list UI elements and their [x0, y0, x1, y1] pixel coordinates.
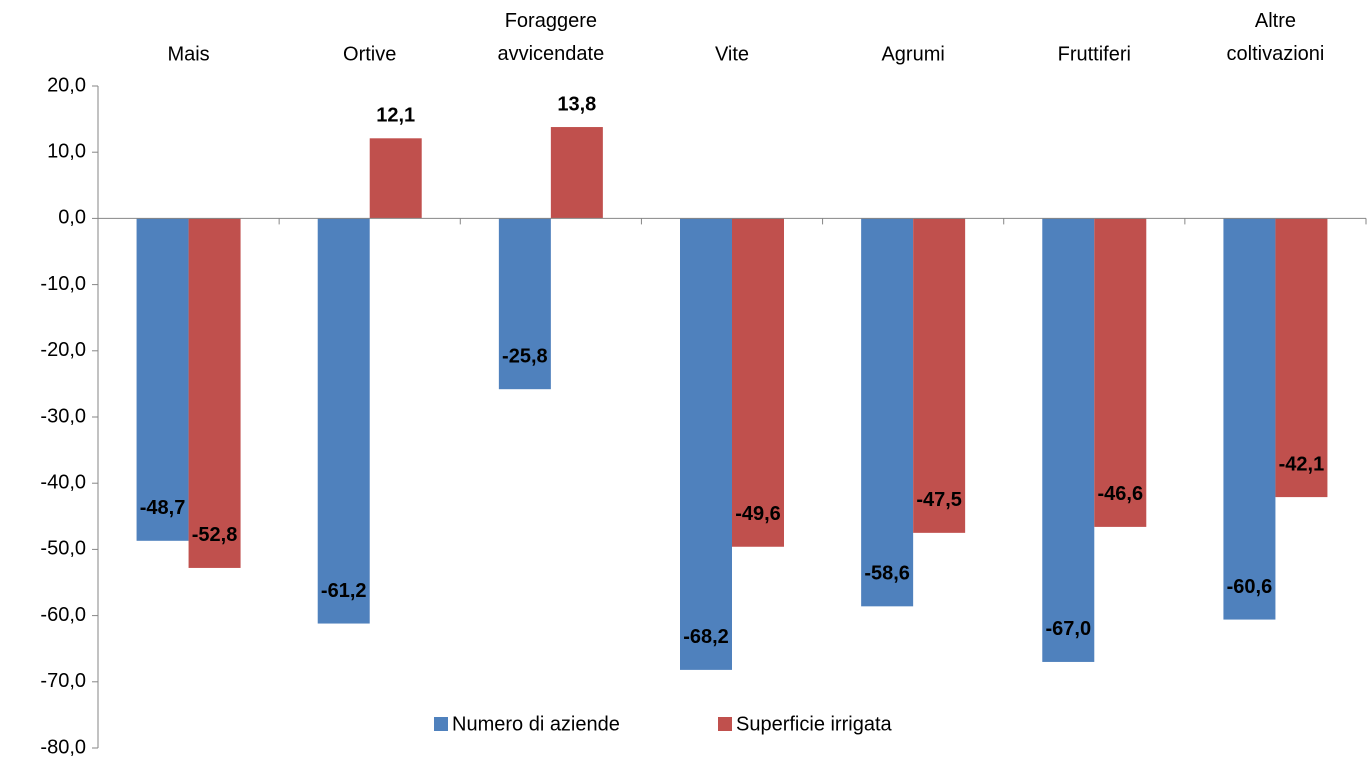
- y-tick-label: 0,0: [58, 207, 86, 229]
- x-tick-label: Altre coltivazioni: [1227, 10, 1325, 65]
- bar: [498, 218, 551, 390]
- data-label: -68,2: [683, 626, 729, 648]
- y-tick-label: -40,0: [40, 471, 86, 493]
- data-label: -49,6: [735, 503, 781, 525]
- y-tick-label: -20,0: [40, 339, 86, 361]
- bar: [680, 218, 732, 670]
- data-label: -58,6: [864, 563, 910, 585]
- bar: [369, 138, 422, 219]
- x-tick-label: Fruttiferi: [1058, 43, 1131, 65]
- legend-swatch: [434, 717, 448, 731]
- data-label: -60,6: [1227, 576, 1273, 598]
- data-label: -67,0: [1045, 618, 1091, 640]
- legend-label: Superficie irrigata: [736, 713, 893, 735]
- bar: [732, 218, 784, 547]
- y-tick-label: 20,0: [47, 74, 86, 96]
- legend-swatch: [718, 717, 732, 731]
- y-tick-label: -30,0: [40, 405, 86, 427]
- x-tick-label: Foraggere avvicendate: [497, 10, 604, 65]
- bar: [1275, 218, 1328, 498]
- legend: Numero di aziende Superficie irrigata: [434, 713, 893, 735]
- y-tick-label: -70,0: [40, 670, 86, 692]
- data-label: -47,5: [916, 489, 962, 511]
- data-label: -48,7: [140, 497, 186, 519]
- bar: [1094, 218, 1147, 527]
- data-label: 13,8: [557, 93, 596, 115]
- bar: [188, 218, 241, 568]
- bar: [317, 218, 370, 624]
- x-tick-label: Vite: [715, 43, 749, 65]
- x-tick-label: Agrumi: [881, 43, 944, 65]
- legend-label: Numero di aziende: [452, 713, 620, 735]
- bar: [913, 218, 966, 533]
- x-tick-label: Mais: [167, 43, 209, 65]
- y-tick-label: -10,0: [40, 273, 86, 295]
- bar: [550, 127, 603, 219]
- bar: [861, 218, 914, 607]
- y-tick-label: -80,0: [40, 736, 86, 758]
- data-label: -42,1: [1279, 453, 1325, 475]
- data-label: -52,8: [192, 524, 238, 546]
- data-label: -25,8: [502, 345, 548, 367]
- data-label: -61,2: [321, 580, 367, 602]
- y-tick-label: -60,0: [40, 604, 86, 626]
- data-label: 12,1: [376, 105, 415, 127]
- bar: [1042, 218, 1095, 662]
- data-label: -46,6: [1097, 483, 1143, 505]
- y-tick-label: 10,0: [47, 140, 86, 162]
- bar: [1223, 218, 1276, 620]
- bar: [136, 218, 189, 541]
- x-tick-label: Ortive: [343, 43, 396, 65]
- y-tick-label: -50,0: [40, 538, 86, 560]
